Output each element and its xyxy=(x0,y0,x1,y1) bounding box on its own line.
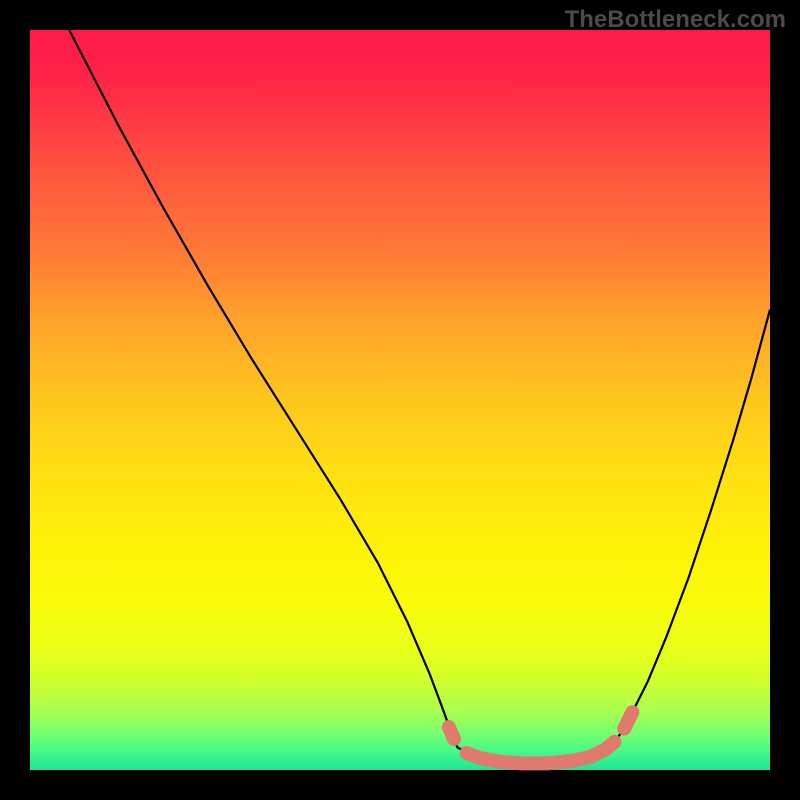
salmon-segment xyxy=(624,712,632,728)
watermark-text: TheBottleneck.com xyxy=(565,6,786,34)
salmon-segment xyxy=(449,727,454,739)
canvas: TheBottleneck.com xyxy=(0,0,800,800)
chart-svg xyxy=(0,0,800,800)
plot-gradient-rect xyxy=(30,30,770,770)
